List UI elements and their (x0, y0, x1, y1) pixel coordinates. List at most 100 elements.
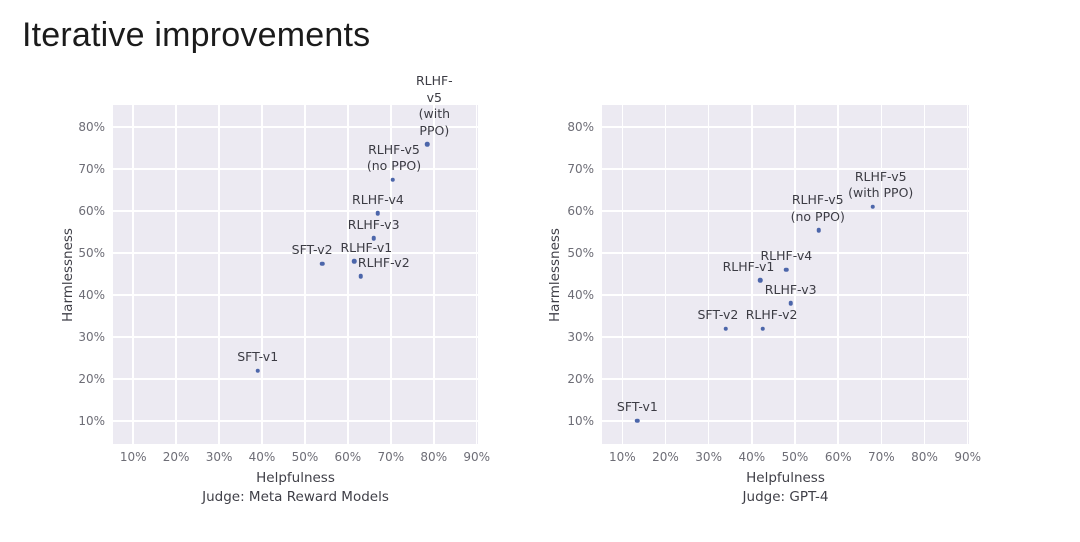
point-label: RLHF-v3 (764, 281, 817, 297)
data-point (375, 210, 381, 216)
gridline-horizontal (602, 126, 969, 128)
data-point (319, 261, 325, 266)
x-tick-label: 40% (738, 450, 766, 464)
gridline-vertical (794, 105, 796, 444)
gridline-horizontal (113, 378, 478, 380)
y-axis-label-text: Harmlessness (547, 227, 564, 322)
point-label: SFT-v2 (697, 307, 739, 323)
gridline-vertical (966, 105, 969, 444)
gridline-horizontal (113, 126, 478, 128)
gridline-horizontal (602, 294, 969, 296)
point-label: RLHF-v1 (722, 258, 775, 274)
y-tick-label: 60% (78, 204, 105, 219)
gridline-vertical (347, 105, 349, 444)
x-tick-label: 80% (911, 450, 938, 464)
gridline-horizontal (113, 420, 478, 422)
point-label: RLHF-v2 (745, 307, 798, 323)
gridline-vertical (837, 105, 839, 444)
point-label: RLHF-v5 (no PPO) (790, 192, 845, 224)
gridline-vertical (880, 105, 883, 444)
data-point (352, 259, 357, 264)
x-tick-label: 20% (652, 450, 679, 464)
gridline-vertical (751, 105, 753, 444)
point-label: SFT-v1 (616, 399, 658, 415)
gridline-horizontal (602, 210, 969, 212)
y-tick-label: 60% (567, 204, 594, 219)
data-point (635, 418, 640, 424)
gridline-vertical (132, 105, 134, 444)
gridline-horizontal (113, 210, 478, 212)
data-point (760, 326, 765, 331)
y-tick-label: 40% (78, 288, 105, 303)
x-tick-label: 10% (608, 450, 636, 464)
gridline-horizontal (113, 294, 478, 296)
gridline-vertical (390, 105, 392, 444)
x-tick-label: 20% (162, 450, 190, 464)
x-tick-label: 80% (420, 450, 448, 464)
judge-caption: Judge: Meta Reward Models (202, 489, 389, 505)
data-point (255, 368, 260, 373)
y-tick-label: 80% (78, 120, 105, 135)
y-tick-label: 80% (567, 120, 594, 135)
point-label: RLHF-v4 (352, 191, 404, 207)
y-tick-label: 70% (567, 162, 594, 177)
gridline-vertical (304, 105, 306, 444)
plot-area-gpt4-judge: 10% 20% 30% 40% 50% 60% 70% 80% 90% 10% 20% 30% 40% 5… (567, 105, 981, 464)
y-tick-label: 20% (567, 371, 594, 386)
point-label: RLHF-v5 (no PPO) (366, 141, 422, 174)
point-label: RLHF-v5 (with PPO) (848, 168, 914, 201)
x-tick-label: 30% (205, 450, 233, 464)
gridline-vertical (707, 105, 710, 444)
x-tick-label: 50% (781, 450, 809, 464)
gridline-vertical (261, 105, 263, 444)
y-tick-label: 10% (567, 413, 594, 428)
gridline-vertical (475, 105, 478, 444)
y-tick-label: 20% (78, 371, 105, 386)
point-label: RLHF-v5 (with PPO) (415, 73, 453, 138)
data-point (788, 301, 793, 306)
gridline-vertical (923, 105, 926, 444)
y-tick-label: 10% (78, 413, 105, 428)
gridline-horizontal (602, 336, 969, 338)
point-label: SFT-v2 (291, 242, 333, 258)
x-axis-label: Helpfulness (746, 470, 825, 486)
x-tick-label: 60% (824, 450, 852, 464)
point-label: RLHF-v4 (760, 248, 813, 264)
data-point (758, 278, 763, 283)
gridline-vertical (664, 105, 667, 444)
x-tick-label: 90% (463, 450, 491, 464)
judge-caption: Judge: GPT-4 (742, 489, 829, 505)
gridline-horizontal (602, 168, 969, 170)
data-point (390, 177, 396, 182)
x-tick-label: 60% (334, 450, 362, 464)
x-tick-label: 30% (695, 450, 722, 464)
x-axis-label: Helpfulness (256, 470, 335, 486)
x-tick-label: 70% (377, 450, 405, 464)
point-label: SFT-v1 (237, 349, 279, 365)
gridline-horizontal (113, 252, 478, 254)
gridline-horizontal (602, 378, 969, 380)
data-point (816, 227, 821, 233)
y-tick-label: 70% (78, 162, 105, 177)
y-tick-label: 30% (567, 330, 594, 344)
gridline-horizontal (602, 420, 969, 422)
x-tick-label: 10% (119, 450, 147, 464)
x-tick-label: 50% (291, 450, 319, 464)
point-label: RLHF-v1 (340, 240, 393, 255)
plot-area-meta-judge: 10% 20% 30% 40% 50% 60% 70% 80% 90% 10% 20% 30% 40% 5… (78, 73, 490, 464)
y-tick-label: 30% (78, 330, 105, 344)
gridline-horizontal (113, 168, 478, 170)
data-point (870, 204, 875, 210)
gridline-vertical (433, 105, 435, 444)
point-label: RLHF-v2 (357, 254, 410, 270)
y-tick-label: 50% (78, 246, 105, 261)
slide-title: Iterative improvements (22, 16, 371, 54)
gridline-vertical (621, 105, 624, 444)
data-point (371, 236, 376, 241)
x-tick-label: 70% (868, 450, 895, 464)
y-tick-label: 40% (567, 288, 594, 303)
point-label: RLHF-v3 (347, 216, 400, 232)
